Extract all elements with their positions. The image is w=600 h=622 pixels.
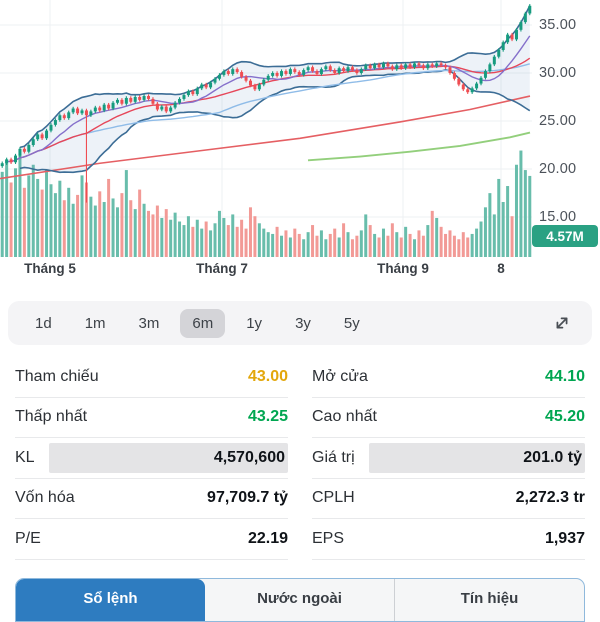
stat-row-eps: EPS 1,937 (312, 519, 585, 560)
stat-label: P/E (15, 529, 41, 547)
stat-label: CPLH (312, 489, 355, 507)
stat-label: Cao nhất (312, 408, 377, 426)
stat-row-kl: KL 4,570,600 (15, 438, 288, 479)
stat-value: 201.0 tỷ (368, 442, 585, 473)
stat-row-mo-cua: Mở cửa 44.10 (312, 357, 585, 398)
y-axis-label: 30.00 (539, 65, 577, 81)
stat-label: Mở cửa (312, 367, 368, 385)
stat-row-cao-nhat: Cao nhất 45.20 (312, 398, 585, 438)
range-button-3y[interactable]: 3y (283, 309, 323, 338)
candlestick-chart-canvas[interactable] (0, 0, 600, 258)
range-selector: 1d 1m 3m 6m 1y 3y 5y (8, 301, 592, 345)
stat-label: Thấp nhất (15, 408, 88, 426)
stat-value: 45.20 (544, 408, 585, 426)
tab-nuoc-ngoai[interactable]: Nước ngoài (257, 590, 342, 607)
stat-value: 4,570,600 (48, 442, 288, 473)
stat-value: 22.19 (247, 529, 288, 547)
range-button-1d[interactable]: 1d (23, 309, 64, 338)
stat-row-cplh: CPLH 2,272.3 tr (312, 479, 585, 519)
stat-value: 43.25 (247, 408, 288, 426)
stats-table: Tham chiếu 43.00 Mở cửa 44.10 Thấp nhất … (15, 357, 585, 560)
stat-value: 43.00 (247, 367, 288, 385)
x-axis-label: 8 (497, 261, 505, 276)
stat-value: 44.10 (544, 367, 585, 385)
stat-label: EPS (312, 529, 345, 547)
stat-label: KL (15, 448, 35, 466)
stat-row-gia-tri: Giá trị 201.0 tỷ (312, 438, 585, 479)
x-axis-label: Tháng 5 (24, 261, 76, 276)
range-button-6m[interactable]: 6m (180, 308, 226, 338)
range-button-1m[interactable]: 1m (73, 309, 118, 338)
stat-row-thap-nhat: Thấp nhất 43.25 (15, 398, 288, 438)
range-button-3m[interactable]: 3m (127, 309, 172, 338)
stat-value: 2,272.3 tr (515, 489, 585, 507)
y-axis-label: 25.00 (539, 113, 577, 129)
expand-chart-button[interactable] (547, 308, 577, 338)
stat-row-tham-chieu: Tham chiếu 43.00 (15, 357, 288, 398)
range-button-1y[interactable]: 1y (234, 309, 274, 338)
volume-badge: 4.57M (532, 225, 598, 247)
stat-label: Vốn hóa (15, 489, 75, 507)
stat-value: 97,709.7 tỷ (207, 489, 288, 507)
y-axis-label: 15.00 (539, 209, 577, 225)
y-axis-label: 35.00 (539, 17, 577, 33)
x-axis-label: Tháng 9 (377, 261, 429, 276)
range-button-5y[interactable]: 5y (332, 309, 372, 338)
tab-so-lenh[interactable]: Sổ lệnh (16, 579, 205, 621)
stat-row-pe: P/E 22.19 (15, 519, 288, 560)
stat-row-von-hoa: Vốn hóa 97,709.7 tỷ (15, 479, 288, 519)
y-axis-label: 20.00 (539, 161, 577, 177)
price-chart[interactable]: 35.00 30.00 25.00 20.00 15.00 4.57M Thán… (0, 0, 600, 290)
stat-label: Tham chiếu (15, 367, 99, 385)
stat-value: 1,937 (544, 529, 585, 547)
tab-tin-hieu[interactable]: Tín hiệu (394, 579, 584, 621)
stat-label: Giá trị (312, 448, 355, 466)
x-axis-label: Tháng 7 (196, 261, 248, 276)
bottom-tab-bar: Sổ lệnh Nước ngoài Tín hiệu (15, 578, 585, 622)
expand-icon (551, 312, 573, 334)
